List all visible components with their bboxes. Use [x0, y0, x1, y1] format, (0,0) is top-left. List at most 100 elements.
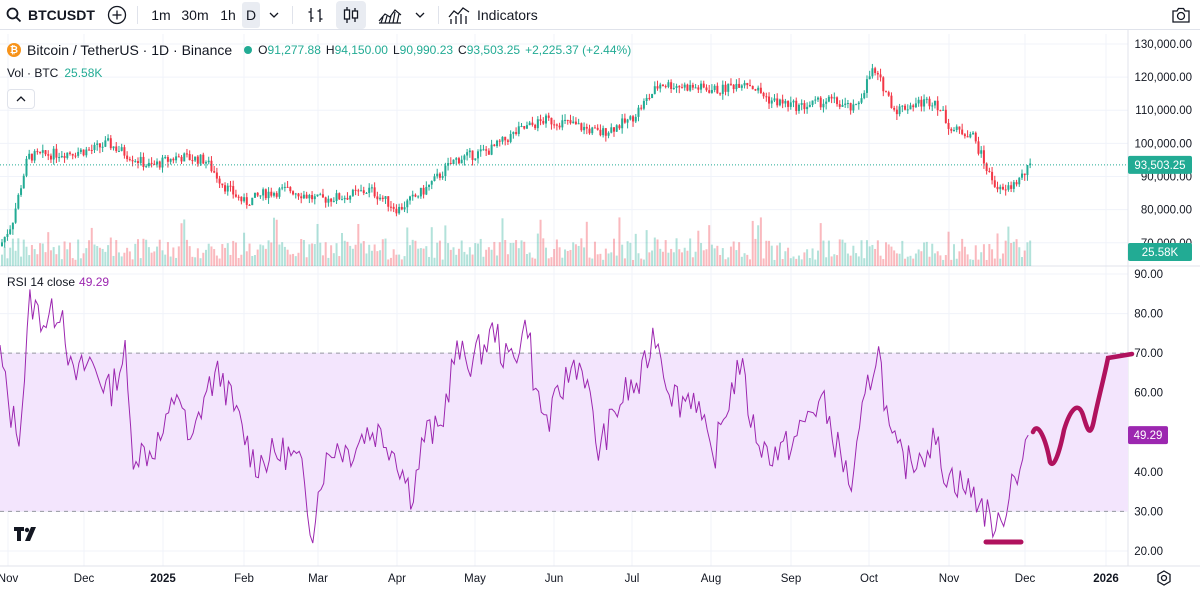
candle-body: [275, 193, 278, 197]
volume-bar: [697, 230, 700, 266]
volume-bar: [830, 256, 833, 266]
volume-bar: [898, 253, 901, 266]
volume-bar: [539, 219, 542, 266]
candle-body: [727, 83, 730, 92]
volume-bar: [607, 253, 610, 266]
interval-dropdown[interactable]: [264, 0, 284, 30]
candle-body: [953, 129, 955, 131]
candle-body: [762, 92, 765, 97]
volume-bar: [327, 257, 330, 266]
snapshot-button[interactable]: [1168, 0, 1194, 30]
candle-body: [267, 191, 270, 199]
volume-bar: [1015, 239, 1018, 266]
interval-30m[interactable]: 30m: [181, 7, 209, 23]
candle-body: [536, 119, 539, 129]
candle-body: [972, 132, 975, 135]
compare-button[interactable]: [104, 0, 130, 30]
volume-bar: [411, 239, 414, 266]
volume-bar: [577, 245, 580, 266]
interval-1m[interactable]: 1m: [151, 7, 171, 23]
volume-bar: [721, 248, 724, 266]
volume-bar: [28, 255, 31, 266]
volume-bar: [218, 258, 221, 266]
volume-bar: [474, 243, 477, 266]
bars-chart-button[interactable]: [302, 0, 330, 30]
volume-bar: [808, 258, 811, 266]
tradingview-logo[interactable]: [10, 522, 44, 546]
volume-bar: [128, 251, 131, 266]
indicators-button[interactable]: Indicators: [448, 0, 548, 30]
volume-bar: [732, 241, 735, 266]
volume-bar: [251, 255, 254, 266]
candle-body: [944, 109, 947, 123]
volume-legend[interactable]: Vol · BTC 25.58K: [7, 66, 102, 80]
volume-bar: [25, 246, 28, 266]
candle-body: [784, 100, 787, 104]
candle-body: [406, 200, 409, 208]
candle-body: [749, 85, 751, 87]
area-chart-button[interactable]: [374, 0, 406, 30]
candle-body: [534, 124, 537, 129]
candle-body: [846, 103, 849, 105]
candle-body: [395, 208, 398, 214]
candle-body: [591, 127, 594, 134]
interval-1h[interactable]: 1h: [220, 7, 236, 23]
candle-body: [740, 85, 743, 88]
candle-body: [724, 84, 727, 92]
volume-bar: [819, 223, 822, 266]
volume-bar: [205, 249, 207, 266]
volume-bar: [724, 259, 727, 266]
volume-bar: [316, 223, 319, 266]
volume-bar: [664, 240, 667, 266]
chart-type-dropdown[interactable]: [410, 0, 430, 30]
candle-body: [852, 104, 855, 111]
volume-bar: [449, 249, 452, 266]
candle-body: [615, 125, 618, 132]
interval-1d[interactable]: D: [242, 2, 260, 28]
chevron-up-icon: [16, 96, 26, 102]
volume-bar: [351, 248, 354, 266]
volume-bar: [395, 254, 398, 266]
candle-body: [645, 97, 648, 101]
candle-body: [71, 153, 74, 156]
volume-bar: [199, 258, 202, 266]
candle-body: [316, 194, 319, 197]
candle-body: [689, 84, 692, 91]
volume-bar: [419, 248, 422, 266]
volume-bar: [194, 257, 197, 266]
candle-body: [39, 152, 42, 154]
candle-body: [417, 196, 420, 198]
volume-bar: [3, 247, 6, 266]
symbol-search[interactable]: BTCUSDT: [6, 0, 98, 30]
candle-body: [710, 89, 713, 93]
candle-body: [74, 155, 77, 157]
volume-bar: [33, 249, 36, 266]
rsi-legend[interactable]: RSI 14 close 49.29: [7, 275, 109, 289]
candle-body: [297, 193, 300, 197]
collapse-legend-button[interactable]: [7, 89, 35, 109]
candle-body: [770, 100, 773, 104]
candle-body: [808, 104, 811, 107]
volume-bar: [683, 247, 686, 266]
market-status-icon[interactable]: [244, 46, 253, 54]
volume-bar: [278, 244, 281, 266]
candle-body: [468, 150, 471, 153]
candles-chart-button[interactable]: [336, 1, 366, 29]
search-icon: [6, 7, 22, 23]
candle-body: [433, 176, 436, 182]
candle-body: [229, 185, 232, 187]
volume-bar: [985, 259, 988, 266]
candle-body: [721, 84, 724, 94]
candle-body: [398, 206, 401, 214]
legend-title[interactable]: Bitcoin / TetherUS · 1D · Binance: [27, 42, 233, 58]
candle-body: [765, 96, 768, 98]
candle-body: [351, 189, 354, 196]
candle-body: [966, 136, 969, 138]
volume-bar: [36, 254, 39, 266]
volume-bar: [770, 245, 773, 266]
chart-settings-button[interactable]: [1156, 570, 1172, 586]
candle-body: [273, 193, 275, 196]
volume-bar: [893, 250, 896, 266]
volume-bar: [11, 238, 14, 266]
